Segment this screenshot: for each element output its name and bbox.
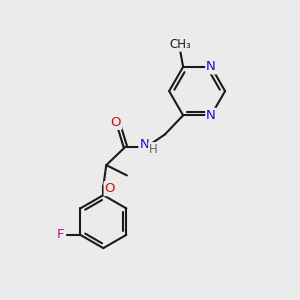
Text: CH₃: CH₃ bbox=[169, 38, 191, 51]
Text: N: N bbox=[140, 138, 149, 151]
Text: F: F bbox=[57, 228, 64, 242]
Text: N: N bbox=[206, 60, 216, 74]
Text: N: N bbox=[206, 109, 216, 122]
Text: H: H bbox=[149, 143, 158, 156]
Text: O: O bbox=[111, 116, 121, 129]
Text: O: O bbox=[105, 182, 115, 195]
